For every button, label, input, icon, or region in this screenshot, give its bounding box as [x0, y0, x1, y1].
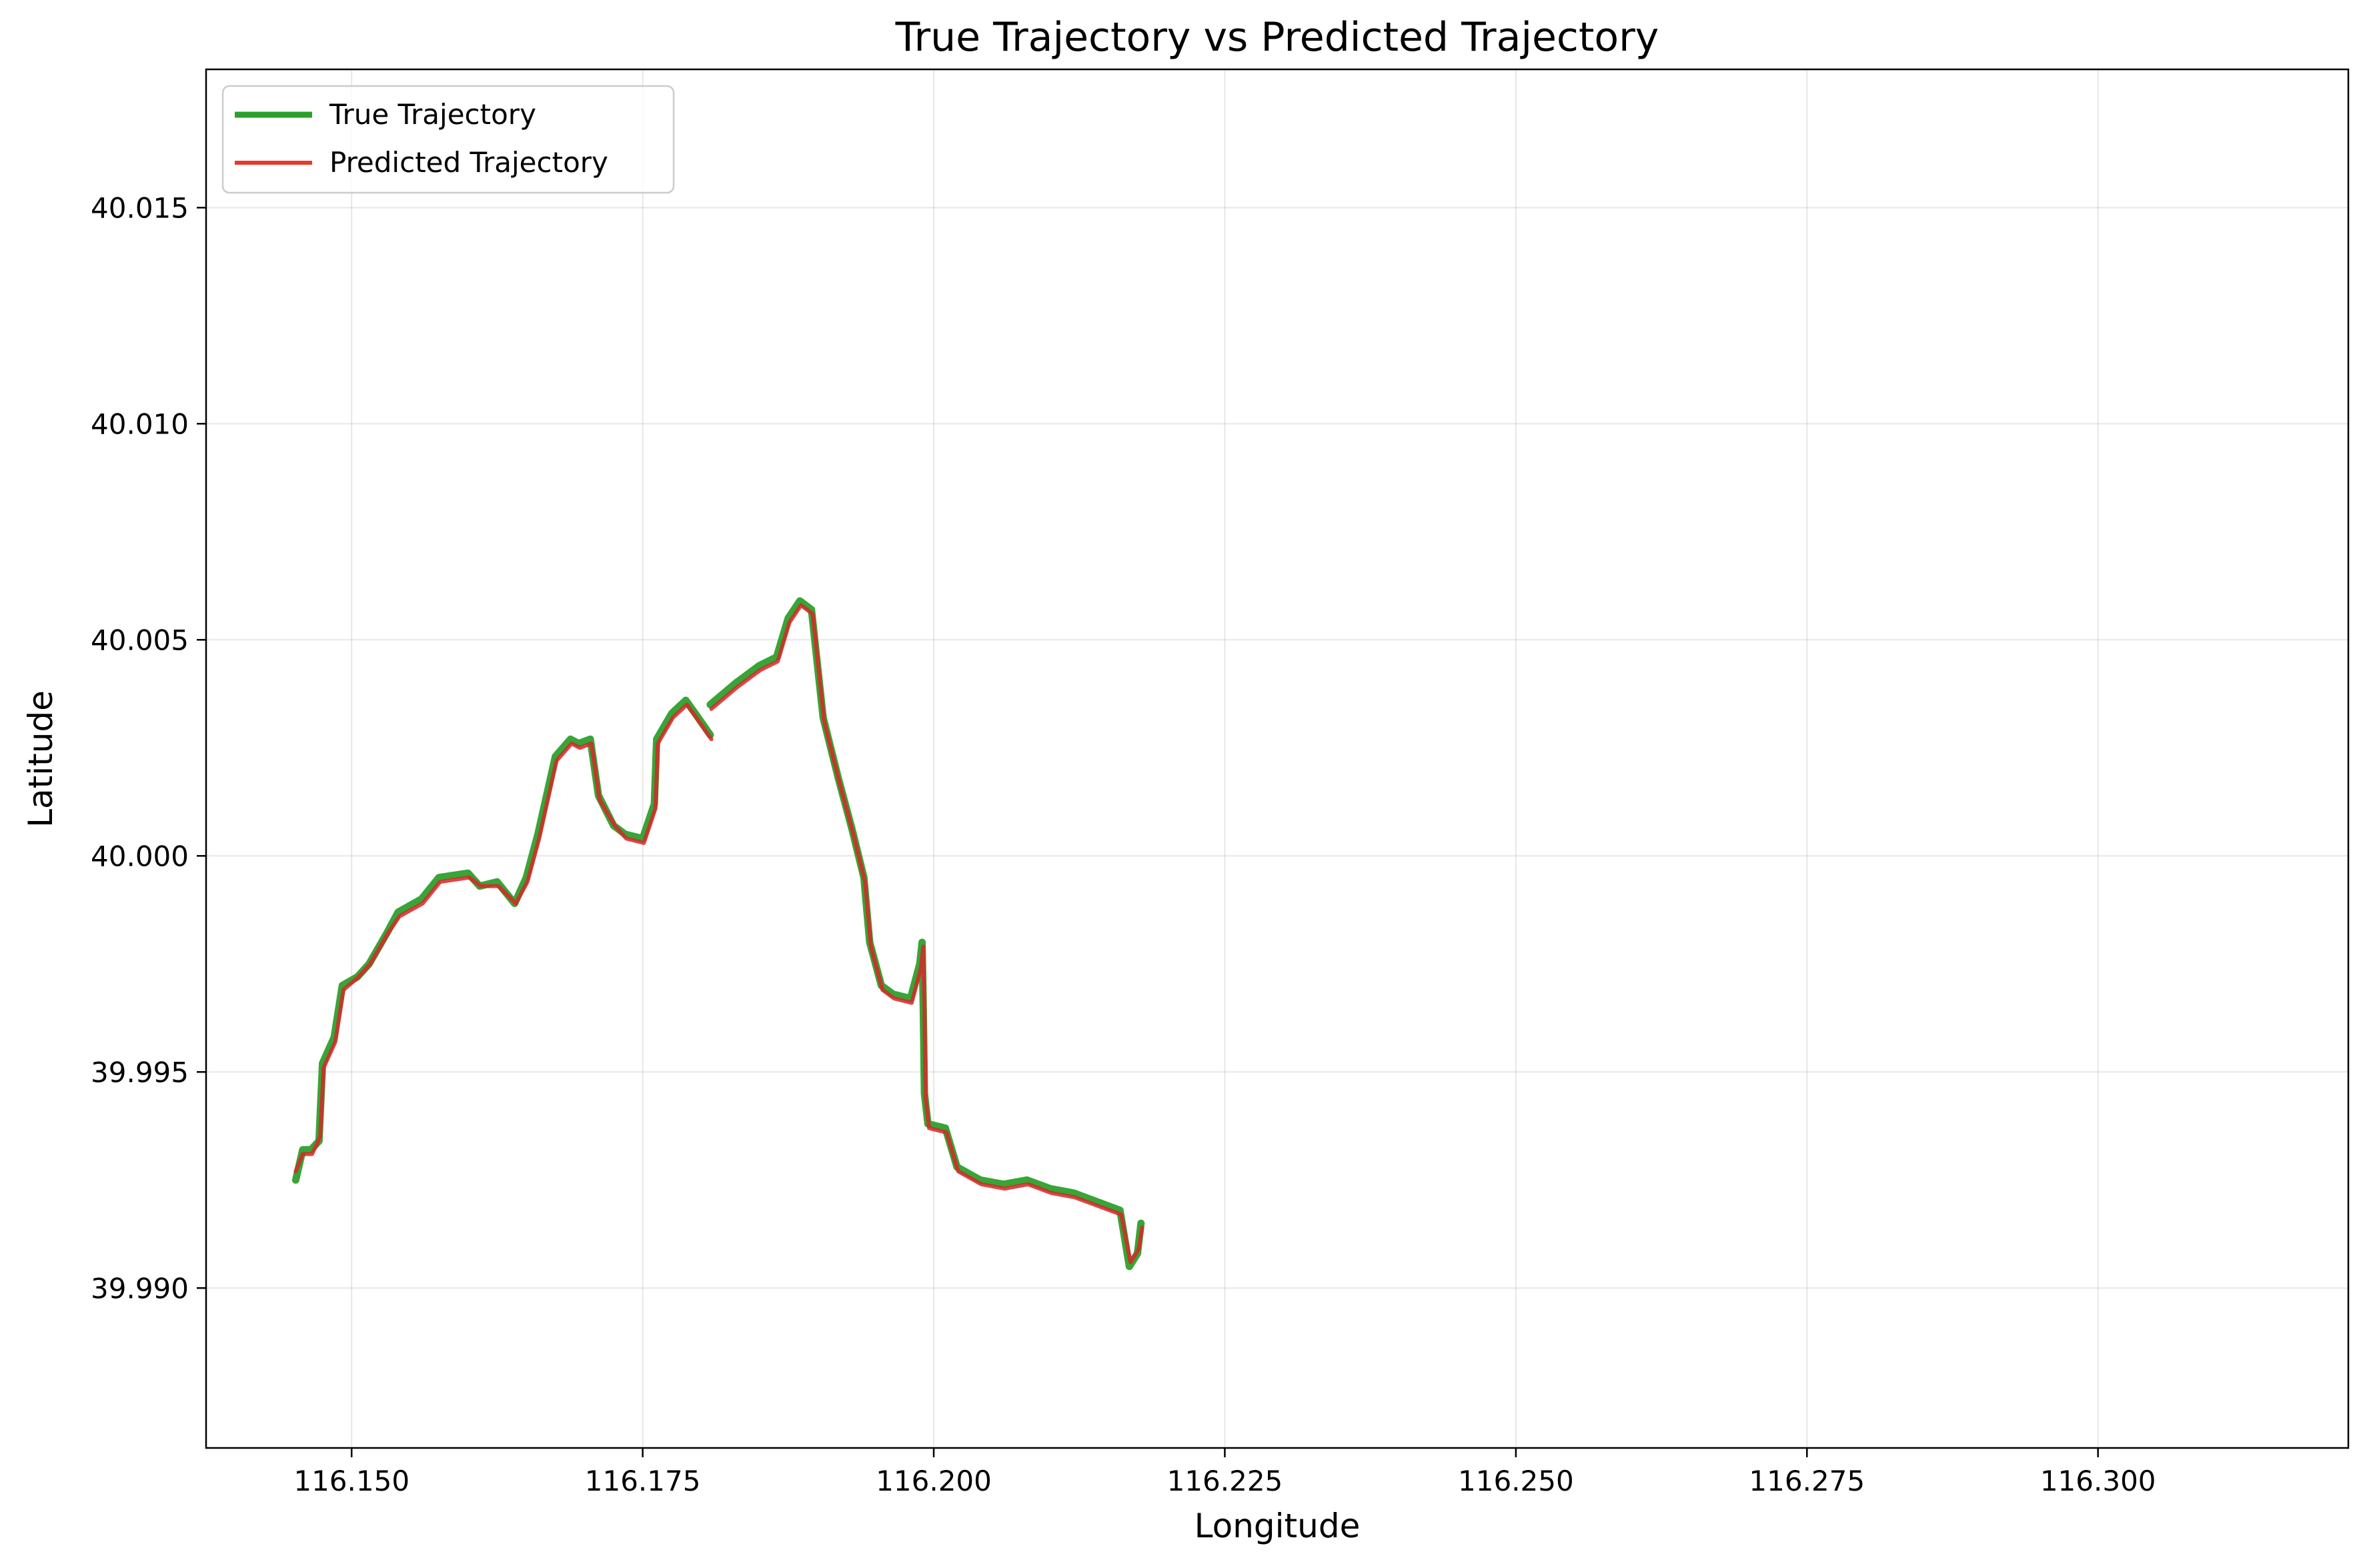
y-tick-label: 39.995 [91, 1056, 189, 1088]
grid-lines [206, 69, 2348, 1448]
trajectory-lines [291, 597, 1145, 1271]
legend-label-true: True Trajectory [329, 98, 536, 131]
predicted-trajectory-line [709, 603, 1144, 1265]
legend-box [221, 85, 675, 194]
x-tick-label: 116.200 [876, 1465, 992, 1497]
x-axis-ticks: 116.150 116.175 116.200 116.225 116.250 116.2… [293, 1448, 2156, 1497]
y-tick-label: 40.000 [91, 840, 189, 872]
x-tick-label: 116.175 [585, 1465, 701, 1497]
y-axis-ticks: 39.990 39.995 40.000 40.005 40.010 40.015 [91, 191, 206, 1305]
legend: True Trajectory Predicted Trajectory [221, 85, 675, 194]
x-tick-label: 116.150 [293, 1465, 410, 1497]
y-tick-label: 40.015 [91, 191, 189, 224]
y-tick-label: 39.990 [91, 1272, 189, 1305]
legend-label-predicted: Predicted Trajectory [329, 146, 608, 179]
y-tick-label: 40.010 [91, 408, 189, 440]
x-tick-label: 116.250 [1458, 1465, 1574, 1497]
x-tick-label: 116.300 [2040, 1465, 2156, 1497]
x-tick-label: 116.225 [1167, 1465, 1283, 1497]
plot-frame [205, 68, 2350, 1449]
chart-title: True Trajectory vs Predicted Trajectory [895, 14, 1659, 61]
y-tick-label: 40.005 [91, 624, 189, 656]
predicted-trajectory-line [293, 702, 714, 1174]
x-tick-label: 116.275 [1749, 1465, 1865, 1497]
x-axis-label: Longitude [1195, 1507, 1361, 1545]
y-axis-label: Latitude [21, 690, 60, 828]
